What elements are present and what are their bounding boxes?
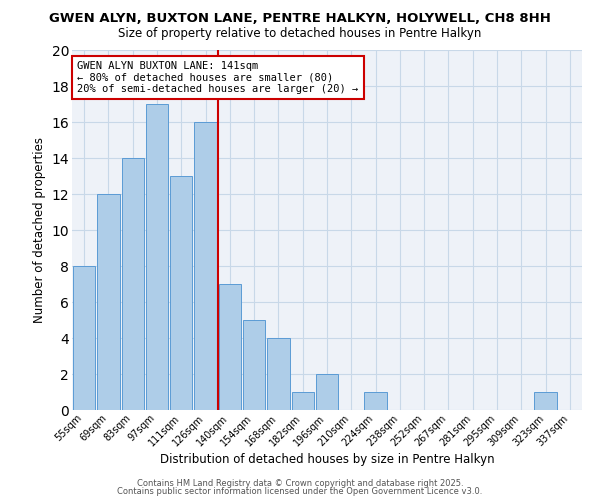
Bar [146,104,168,410]
Bar [97,194,119,410]
Bar [535,392,557,410]
Bar [364,392,387,410]
Text: Size of property relative to detached houses in Pentre Halkyn: Size of property relative to detached ho… [118,28,482,40]
Bar [194,122,217,410]
Text: Contains public sector information licensed under the Open Government Licence v3: Contains public sector information licen… [118,487,482,496]
Bar [267,338,290,410]
Bar [243,320,265,410]
Bar [170,176,193,410]
Y-axis label: Number of detached properties: Number of detached properties [33,137,46,323]
Text: Contains HM Land Registry data © Crown copyright and database right 2025.: Contains HM Land Registry data © Crown c… [137,478,463,488]
Bar [122,158,144,410]
Bar [292,392,314,410]
Bar [316,374,338,410]
Text: GWEN ALYN, BUXTON LANE, PENTRE HALKYN, HOLYWELL, CH8 8HH: GWEN ALYN, BUXTON LANE, PENTRE HALKYN, H… [49,12,551,26]
Bar [218,284,241,410]
Bar [73,266,95,410]
Text: GWEN ALYN BUXTON LANE: 141sqm
← 80% of detached houses are smaller (80)
20% of s: GWEN ALYN BUXTON LANE: 141sqm ← 80% of d… [77,61,358,94]
X-axis label: Distribution of detached houses by size in Pentre Halkyn: Distribution of detached houses by size … [160,454,494,466]
